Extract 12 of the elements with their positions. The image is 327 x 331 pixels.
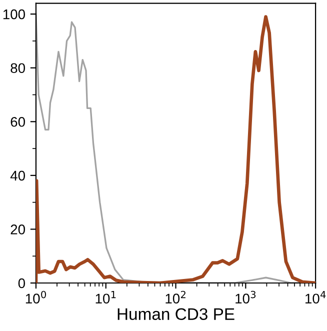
y-tick-label: 40 bbox=[10, 170, 26, 181]
x-tick-label: 10$^{2}$ bbox=[166, 290, 186, 304]
y-tick-label: 0 bbox=[18, 278, 26, 288]
y-tick-label: 100 bbox=[3, 9, 26, 20]
y-tick-label: 60 bbox=[10, 116, 26, 127]
x-tick-label: 10$^{0}$ bbox=[26, 290, 46, 304]
x-tick-label: 10$^{1}$ bbox=[96, 290, 116, 304]
y-tick-label: 80 bbox=[10, 63, 26, 74]
x-tick-label: 10$^{4}$ bbox=[306, 290, 326, 304]
x-tick-label: 10$^{3}$ bbox=[236, 290, 256, 304]
x-axis-title: Human CD3 PE bbox=[118, 308, 234, 320]
y-tick-label: 20 bbox=[10, 224, 26, 234]
